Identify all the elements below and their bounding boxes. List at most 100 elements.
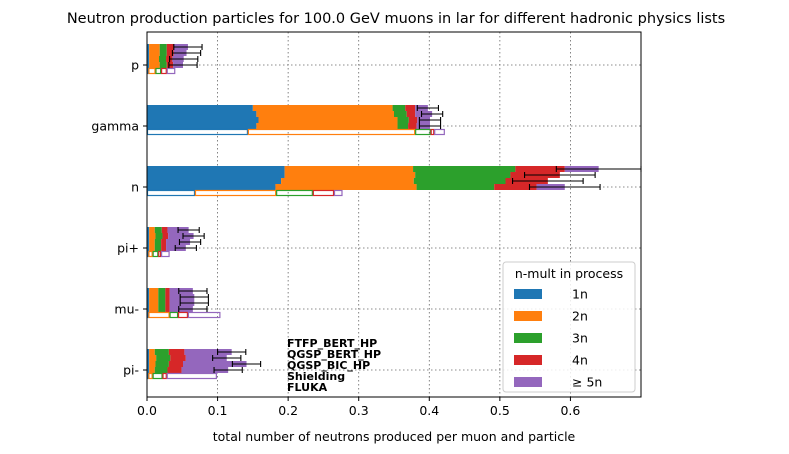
bar-segment bbox=[147, 349, 150, 355]
bar-segment bbox=[406, 111, 416, 117]
bar-segment bbox=[147, 355, 150, 361]
bar-segment bbox=[149, 300, 159, 306]
bar-segment bbox=[152, 250, 159, 258]
bar-segment bbox=[168, 349, 185, 355]
bar-segment bbox=[185, 355, 227, 361]
physics-list-label: FLUKA bbox=[287, 381, 328, 394]
x-tick-label: 0.5 bbox=[490, 403, 510, 418]
bar-segment bbox=[161, 250, 170, 258]
bar-segment bbox=[168, 361, 183, 367]
plot-frame bbox=[146, 31, 642, 398]
bar-segment bbox=[149, 288, 159, 294]
bar-segment bbox=[166, 239, 191, 245]
bar-segment bbox=[154, 227, 162, 233]
y-tick-label: mu- bbox=[114, 302, 139, 317]
legend: n-mult in process 1n 2n 3n 4n ≥ 5n bbox=[502, 261, 636, 393]
x-tick-label: 0.2 bbox=[278, 403, 298, 418]
bar-segment bbox=[147, 306, 150, 312]
bar-segment bbox=[284, 166, 414, 172]
legend-title: n-mult in process bbox=[515, 266, 623, 281]
chart-title: Neutron production particles for 100.0 G… bbox=[67, 11, 725, 27]
bar-segment bbox=[149, 306, 159, 312]
bar-segment bbox=[147, 245, 150, 251]
bar-segment bbox=[256, 111, 394, 117]
bar-segment bbox=[147, 288, 150, 294]
y-tick-label: gamma bbox=[91, 119, 139, 134]
bar-segment bbox=[162, 233, 169, 239]
bar-segment bbox=[166, 67, 176, 75]
bar-segment bbox=[147, 178, 282, 184]
bar-segment bbox=[149, 349, 155, 355]
bar-segment bbox=[184, 349, 232, 355]
bar-segment bbox=[147, 105, 253, 111]
bar-segment bbox=[158, 250, 162, 258]
bar-segment bbox=[275, 184, 417, 190]
bar-segment bbox=[165, 294, 170, 300]
bar-segment bbox=[161, 245, 167, 251]
bar-segment bbox=[147, 367, 150, 373]
bar-segment bbox=[161, 67, 167, 75]
bar-segment bbox=[147, 239, 150, 245]
y-tick-label: n bbox=[131, 180, 139, 195]
bar-segment bbox=[187, 311, 221, 319]
bar-segment bbox=[397, 117, 409, 123]
bar-segment bbox=[147, 166, 285, 172]
bar-segment bbox=[147, 44, 150, 50]
bar-segment bbox=[154, 367, 168, 373]
x-axis-label: total number of neutrons produced per mu… bbox=[213, 429, 576, 444]
bar-segment bbox=[167, 367, 182, 373]
bar-segment bbox=[161, 239, 167, 245]
bar-segment bbox=[166, 372, 217, 380]
bar-segment bbox=[182, 361, 247, 367]
bar-segment bbox=[413, 178, 506, 184]
bar-segment bbox=[147, 117, 259, 123]
bar-segment bbox=[166, 44, 174, 50]
x-axis: 0.0 0.1 0.2 0.3 0.4 0.5 0.6 bbox=[137, 397, 580, 418]
bar-segment bbox=[147, 294, 150, 300]
bar-segment bbox=[147, 300, 150, 306]
bar-segment bbox=[158, 294, 166, 300]
bar-segment bbox=[281, 178, 414, 184]
legend-swatch bbox=[514, 311, 542, 321]
legend-label: 2n bbox=[572, 309, 588, 324]
bar-segment bbox=[247, 128, 416, 136]
bar-segment bbox=[154, 245, 162, 251]
bar-segment bbox=[147, 123, 257, 129]
bar-segment bbox=[159, 62, 167, 68]
bar-segment bbox=[258, 117, 398, 123]
legend-swatch bbox=[514, 355, 542, 365]
physics-list-labels: FTFP_BERT_HPQGSP_BERT_HPQGSP_BIC_HPShiel… bbox=[287, 337, 381, 394]
x-tick-label: 0.3 bbox=[349, 403, 369, 418]
bar-segment bbox=[154, 349, 169, 355]
bar-segment bbox=[149, 355, 157, 361]
bar-segment bbox=[159, 44, 167, 50]
bar-segment bbox=[149, 227, 155, 233]
bar-segment bbox=[147, 62, 150, 68]
bar-segment bbox=[165, 300, 170, 306]
bar-segment bbox=[252, 105, 393, 111]
bar-segment bbox=[394, 111, 407, 117]
bar-segment bbox=[181, 367, 229, 373]
bar-segment bbox=[149, 56, 159, 62]
bar-segment bbox=[155, 233, 163, 239]
bar-segment bbox=[158, 306, 166, 312]
bar-segment bbox=[155, 361, 169, 367]
legend-frame bbox=[502, 261, 636, 393]
bar-segment bbox=[148, 67, 156, 75]
bar-segment bbox=[413, 166, 516, 172]
bar-segment bbox=[276, 189, 313, 197]
legend-label: 1n bbox=[572, 287, 588, 302]
bar-segment bbox=[415, 172, 511, 178]
bar-segment bbox=[149, 361, 156, 367]
bar-segment bbox=[147, 172, 285, 178]
bar-segment bbox=[165, 306, 170, 312]
bar-segment bbox=[146, 128, 249, 136]
bar-segment bbox=[416, 184, 495, 190]
bar-segment bbox=[148, 311, 170, 319]
legend-label: 4n bbox=[572, 353, 588, 368]
x-tick-label: 0.6 bbox=[560, 403, 580, 418]
bar-segment bbox=[154, 239, 162, 245]
y-axis: p gamma n pi+ mu-pi- bbox=[91, 58, 147, 378]
bar-segment bbox=[392, 105, 406, 111]
bar-segment bbox=[408, 123, 417, 129]
